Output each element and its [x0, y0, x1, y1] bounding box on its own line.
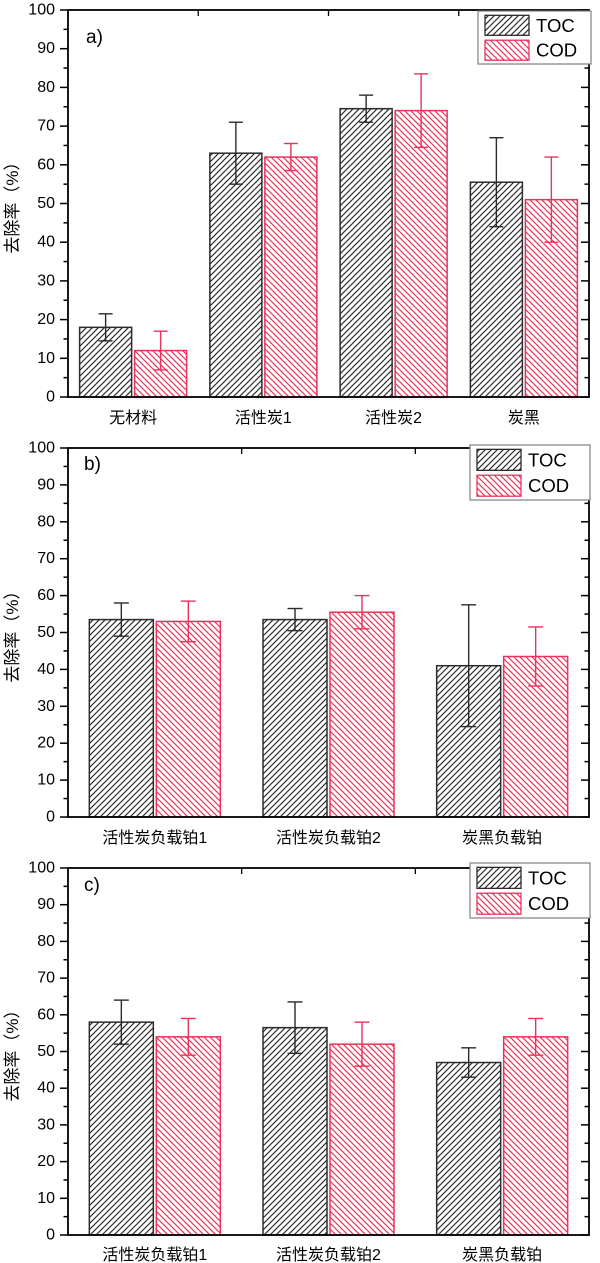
y-axis-title: 去除率（%） [3, 582, 22, 682]
y-tick-label: 70 [37, 118, 55, 135]
y-tick-label: 50 [37, 624, 55, 641]
y-tick-label: 20 [37, 1153, 55, 1170]
legend-swatch-toc [476, 448, 522, 472]
y-tick-label: 100 [28, 860, 55, 877]
y-tick-label: 50 [37, 195, 55, 212]
category-label: 活性炭负载铂1 [102, 1246, 207, 1263]
y-tick-label: 30 [37, 272, 55, 289]
y-tick-label: 60 [37, 1006, 55, 1023]
category-label: 炭黑负载铂 [462, 1246, 542, 1263]
category-label: 活性炭1 [235, 409, 292, 427]
plot-frame [67, 9, 590, 398]
category-label: 炭黑负载铂 [462, 829, 542, 847]
y-tick-label: 60 [37, 587, 55, 604]
y-tick-label: 90 [37, 896, 55, 913]
bar-chart-a: 0 10 20 30 40 50 60 70 80 90 100 无材料 活性炭1 活性炭2 炭黑 去除率（%… [3, 2, 592, 427]
legend-swatch-cod [484, 39, 530, 61]
y-tick-label: 20 [37, 311, 55, 328]
panel-label: b) [84, 454, 101, 475]
legend-label: TOC [528, 867, 567, 888]
y-tick-label: 80 [37, 79, 55, 96]
bar-toc [339, 107, 393, 398]
y-tick-label: 40 [37, 1080, 55, 1097]
y-axis-title: 去除率（%） [3, 153, 22, 253]
bar-toc [262, 1026, 328, 1236]
legend-label: TOC [536, 15, 575, 36]
legend-swatch-cod [476, 474, 522, 497]
plot-frame [67, 447, 590, 818]
y-tick-label: 80 [37, 513, 55, 530]
category-label: 炭黑 [508, 409, 540, 427]
y-tick-label: 0 [46, 809, 55, 826]
y-tick-label: 20 [37, 735, 55, 752]
legend-label: TOC [528, 449, 567, 470]
legend-swatch-toc [476, 866, 522, 890]
bar-toc [262, 618, 328, 818]
y-tick-label: 30 [37, 1116, 55, 1133]
y-tick-label: 10 [37, 350, 55, 367]
bar-cod [329, 611, 395, 818]
y-tick-label: 40 [37, 661, 55, 678]
y-tick-label: 100 [28, 2, 55, 19]
y-tick-label: 10 [37, 772, 55, 789]
panel-b: 0 10 20 30 40 50 60 70 80 90 100 活性炭负载铂1 活性炭负载铂2 炭黑负载… [0, 437, 600, 857]
category-label: 活性炭负载铂2 [276, 1246, 381, 1263]
bar-cod [264, 156, 318, 398]
category-label: 活性炭2 [365, 409, 422, 427]
panel-label: c) [84, 875, 100, 896]
bar-toc [88, 1021, 155, 1236]
panel-label: a) [86, 27, 103, 48]
panel-a: 0 10 20 30 40 50 60 70 80 90 100 无材料 活性炭1 活性炭2 炭黑 去除率（%… [0, 0, 600, 437]
bar-cod [394, 109, 448, 398]
y-tick-label: 30 [37, 698, 55, 715]
bar-chart-c: 0 10 20 30 40 50 60 70 80 90 100 活性炭负载铂1 活性炭负载铂2 炭黑负载… [3, 860, 591, 1263]
y-tick-label: 90 [37, 40, 55, 57]
y-tick-label: 0 [46, 1227, 55, 1244]
y-tick-label: 50 [37, 1043, 55, 1060]
y-tick-label: 60 [37, 156, 55, 173]
panel-c: 0 10 20 30 40 50 60 70 80 90 100 活性炭负载铂1 活性炭负载铂2 炭黑负载… [0, 857, 600, 1263]
bar-chart-b: 0 10 20 30 40 50 60 70 80 90 100 活性炭负载铂1 活性炭负载铂2 炭黑负载… [3, 440, 591, 847]
legend-label: COD [528, 893, 569, 914]
y-tick-label: 100 [28, 440, 55, 457]
y-tick-label: 40 [37, 234, 55, 251]
y-axis-title: 去除率（%） [3, 1001, 22, 1101]
bar-toc [435, 1061, 502, 1236]
bar-cod [155, 1036, 222, 1236]
category-label: 活性炭负载铂2 [276, 829, 381, 847]
bar-cod [502, 1036, 569, 1236]
legend-label: COD [536, 40, 577, 61]
legend-swatch-cod [476, 892, 522, 915]
y-tick-label: 70 [37, 970, 55, 987]
y-tick-label: 0 [46, 389, 55, 406]
category-label: 无材料 [109, 409, 157, 427]
bar-toc [209, 152, 263, 398]
y-tick-label: 10 [37, 1190, 55, 1207]
legend-swatch-toc [484, 14, 530, 36]
bar-cod [155, 620, 222, 818]
plot-frame [67, 867, 590, 1236]
y-tick-label: 80 [37, 933, 55, 950]
bar-cod [329, 1043, 395, 1236]
category-label: 活性炭负载铂1 [102, 829, 207, 847]
y-tick-label: 90 [37, 476, 55, 493]
bar-toc [88, 618, 155, 818]
y-tick-label: 70 [37, 550, 55, 567]
legend-label: COD [528, 475, 569, 496]
